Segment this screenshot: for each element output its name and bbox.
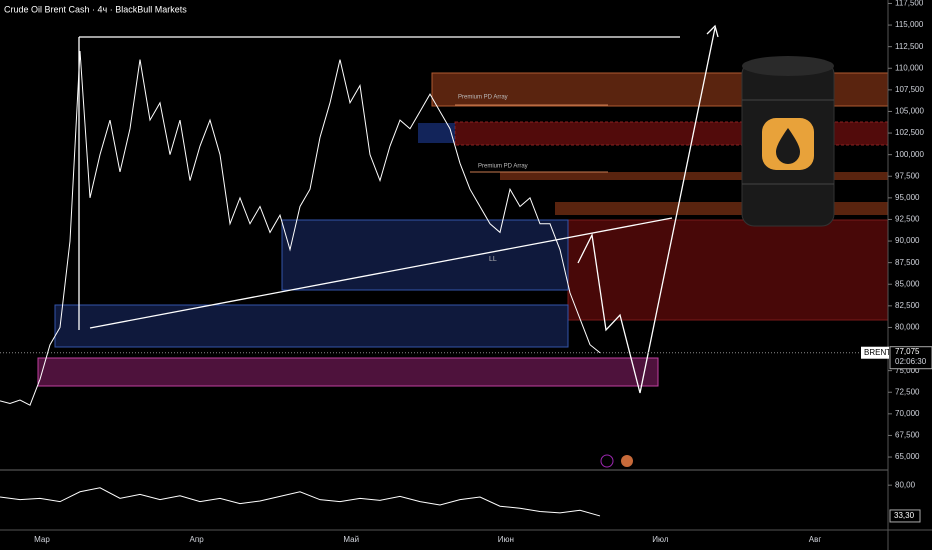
y-tick-label: 82,500 <box>895 301 920 310</box>
annotation: Premium PD Array <box>458 95 508 101</box>
drop <box>776 128 800 164</box>
price-label: 77,075 <box>895 347 920 356</box>
zone <box>567 219 889 321</box>
chart-title: Crude Oil Brent Cash · 4ч · BlackBull Ma… <box>4 4 187 14</box>
x-tick-label: Авг <box>809 535 822 544</box>
zone <box>500 172 888 180</box>
y-tick-label: 70,000 <box>895 409 920 418</box>
y-tick-label: 75,000 <box>895 366 920 375</box>
zone <box>281 219 569 291</box>
y-tick-label: 72,500 <box>895 387 920 396</box>
price-pane <box>0 50 601 406</box>
annotation: Premium PD Array <box>478 164 528 170</box>
symbol-label: BRENT <box>864 348 891 357</box>
y-tick-label: 90,000 <box>895 236 920 245</box>
barrel-icon <box>741 56 835 227</box>
arrow-head <box>706 24 719 38</box>
zone <box>54 304 569 348</box>
barrel-top <box>742 56 834 76</box>
value-label: 33,30 <box>894 511 915 520</box>
y-tick-label: 97,500 <box>895 171 920 180</box>
y-tick-label: 105,000 <box>895 107 924 116</box>
projection <box>577 27 716 394</box>
rsi-pane <box>0 487 601 517</box>
zone <box>418 123 455 143</box>
y-tick-label: 67,500 <box>895 431 920 440</box>
price-line <box>0 487 601 517</box>
x-tick-label: Май <box>343 535 359 544</box>
y-tick-label: 112,500 <box>895 42 924 51</box>
annotation: LL <box>489 256 497 263</box>
trend-line <box>89 217 673 329</box>
countdown: 02:06:30 <box>895 357 927 366</box>
y-tick-label: 87,500 <box>895 258 920 267</box>
y-tick-label: 115,000 <box>895 20 924 29</box>
drawings <box>78 24 719 394</box>
x-tick-label: Мар <box>34 535 50 544</box>
price-tag <box>889 346 932 370</box>
price-line <box>0 50 601 406</box>
price-tag <box>889 509 921 523</box>
y-tick-label: 65,000 <box>895 452 920 461</box>
y-tick-label: 110,000 <box>895 63 924 72</box>
x-tick-label: Июн <box>498 535 514 544</box>
y-tick-label: 117,500 <box>895 0 924 8</box>
event-icon <box>600 454 614 468</box>
y-tick-label: 95,000 <box>895 193 920 202</box>
y-tick-label: 100,000 <box>895 150 924 159</box>
y-tick-label: 80,000 <box>895 323 920 332</box>
x-tick-label: Июл <box>652 535 669 544</box>
event-icon <box>621 455 633 467</box>
zone <box>555 202 888 215</box>
price-tag <box>861 346 889 359</box>
zone <box>37 357 659 387</box>
y-tick-label: 102,500 <box>895 128 924 137</box>
y-tick-label: 92,500 <box>895 215 920 224</box>
y-tick-label: 85,000 <box>895 279 920 288</box>
x-tick-label: Апр <box>190 535 205 544</box>
y-tick-label: 107,500 <box>895 85 924 94</box>
y-tick-label: 80,00 <box>895 480 916 489</box>
